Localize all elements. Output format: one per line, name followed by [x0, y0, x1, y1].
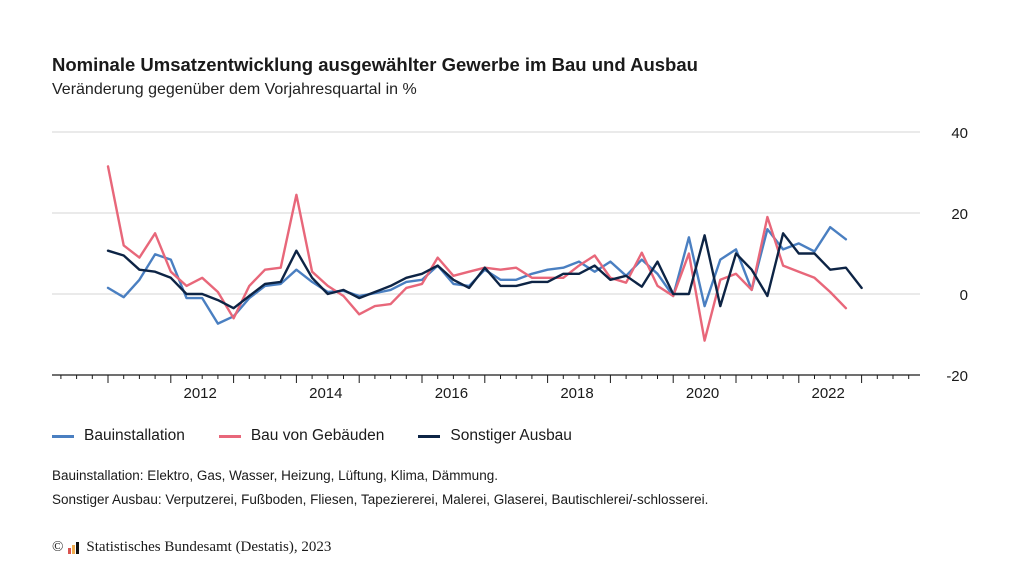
chart-legend: Bauinstallation Bau von Gebäuden Sonstig… [52, 427, 606, 445]
series-line-sonstiger-ausbau [106, 232, 863, 310]
footnote-sonstiger-ausbau: Sonstiger Ausbau: Verputzerei, Fußboden,… [52, 492, 709, 507]
logo-bar-1 [68, 547, 72, 554]
legend-swatch-sonstiger-ausbau [418, 434, 441, 438]
line-chart: -20 0 20 40 2012 2014 2016 2018 2020 2022 [52, 125, 968, 402]
chart-subtitle: Veränderung gegenüber dem Vorjahresquart… [52, 81, 417, 98]
legend-item-bauinstallation: Bauinstallation [52, 427, 185, 445]
x-tick-label: 2012 [184, 385, 217, 402]
y-tick-label: 40 [951, 125, 968, 142]
logo-bar-2 [72, 544, 76, 554]
y-tick-label: -20 [946, 368, 968, 385]
legend-swatch-bauinstallation [52, 434, 74, 438]
legend-item-bau-von-gebaeuden: Bau von Gebäuden [218, 427, 385, 445]
legend-label: Bau von Gebäuden [250, 427, 385, 444]
x-tick-label: 2022 [812, 385, 845, 402]
legend-label: Bauinstallation [84, 427, 185, 444]
legend-swatch-bau-von-gebaeuden [218, 434, 241, 438]
chart-title: Nominale Umsatzentwicklung ausgewählter … [52, 54, 698, 75]
series-line-bauinstallation [106, 225, 848, 325]
x-tick-label: 2018 [560, 385, 593, 402]
legend-label: Sonstiger Ausbau [450, 427, 572, 444]
footnote-bauinstallation: Bauinstallation: Elektro, Gas, Wasser, H… [52, 468, 498, 483]
source-footer: © Statistisches Bundesamt (Destatis), 20… [52, 539, 331, 556]
y-tick-label: 20 [951, 206, 968, 223]
series-line-bau-von-geb-uden [106, 165, 848, 342]
x-tick-label: 2020 [686, 385, 719, 402]
y-tick-label: 0 [960, 287, 968, 304]
logo-bar-3 [76, 541, 80, 554]
x-tick-label: 2014 [309, 385, 342, 402]
x-tick-label: 2016 [435, 385, 468, 402]
legend-item-sonstiger-ausbau: Sonstiger Ausbau [418, 427, 572, 445]
source-text: Statistisches Bundesamt (Destatis), 2023 [86, 539, 332, 555]
destatis-logo-icon [68, 541, 80, 554]
copyright-symbol: © [52, 539, 64, 555]
